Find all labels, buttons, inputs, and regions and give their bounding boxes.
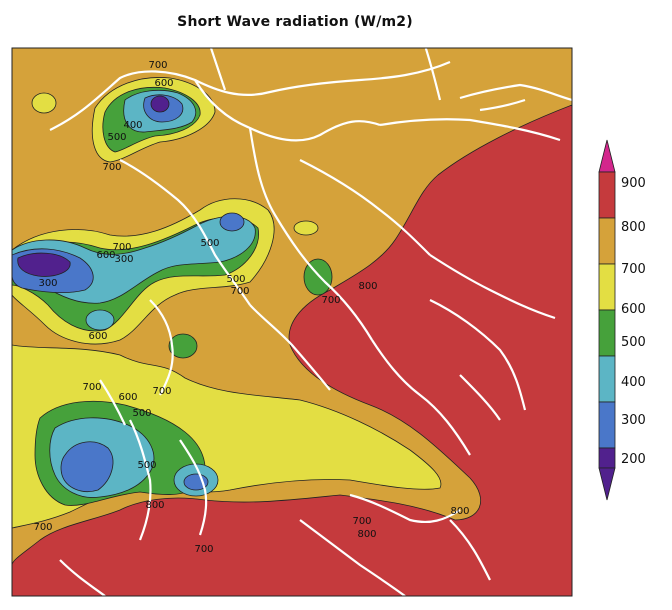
field-300-400-south: [60, 441, 114, 492]
colorbar-label: 500: [621, 335, 646, 350]
contour-label: 300: [38, 278, 57, 289]
field-600-700-small: [31, 92, 57, 114]
contour-label: 700: [352, 516, 371, 527]
contour-label: 700: [33, 522, 52, 533]
colorbar-swatch-200-300: [598, 447, 616, 469]
colorbar-swatch-700-800: [598, 217, 616, 265]
borders: [49, 48, 572, 596]
contour-label: 600: [96, 250, 115, 261]
field-200-300-west: [17, 252, 71, 277]
contour-label: 700: [102, 162, 121, 173]
contour-label: 500: [200, 238, 219, 249]
colorbar-cap-bottom: [598, 467, 616, 501]
colorbar: [598, 139, 616, 501]
contour-labels: 700 600 400 500 700 700 600 500 300 500 …: [33, 60, 469, 555]
colorbar-label: 400: [621, 375, 646, 390]
contour-label: 400: [123, 120, 142, 131]
contour-label: 700: [194, 544, 213, 555]
colorbar-label: 700: [621, 262, 646, 277]
map-field: 700 600 400 500 700 700 600 500 300 500 …: [12, 48, 572, 596]
colorbar-swatch-600-700: [598, 263, 616, 311]
field-400-500-west: [85, 309, 115, 331]
contour-label: 800: [358, 281, 377, 292]
contour-label: 600: [88, 331, 107, 342]
contour-label: 800: [145, 500, 164, 511]
colorbar-label: 200: [621, 452, 646, 467]
colorbar-swatch-300-400: [598, 401, 616, 449]
colorbar-swatch-500-600: [598, 309, 616, 357]
contour-label: 500: [137, 460, 156, 471]
contour-label: 700: [112, 242, 131, 253]
contour-label: 500: [132, 408, 151, 419]
contour-label: 700: [321, 295, 340, 306]
contour-label: 700: [230, 286, 249, 297]
map-title: Short Wave radiation (W/m2): [177, 14, 413, 30]
colorbar-swatch-800-900: [598, 171, 616, 219]
field-200-300-alps: [150, 95, 170, 113]
field-300-400-central: [219, 212, 245, 232]
field-800-900: [12, 104, 572, 596]
colorbar-label: 300: [621, 413, 646, 428]
field-600-700-small2: [293, 220, 319, 236]
map-frame: [11, 47, 573, 597]
field-500-600-corsica: [168, 333, 198, 359]
colorbar-label: 800: [621, 220, 646, 235]
contour-label: 800: [450, 506, 469, 517]
contour-label: 500: [107, 132, 126, 143]
contour-label: 500: [226, 274, 245, 285]
contour-label: 800: [357, 529, 376, 540]
contour-label: 700: [148, 60, 167, 71]
colorbar-cap-top: [598, 139, 616, 173]
contour-label: 700: [152, 386, 171, 397]
colorbar-label: 900: [621, 176, 646, 191]
contour-label: 300: [114, 254, 133, 265]
colorbar-label: 600: [621, 302, 646, 317]
colorbar-swatch-400-500: [598, 355, 616, 403]
contour-label: 700: [82, 382, 101, 393]
contour-label: 600: [118, 392, 137, 403]
contour-label: 600: [154, 78, 173, 89]
